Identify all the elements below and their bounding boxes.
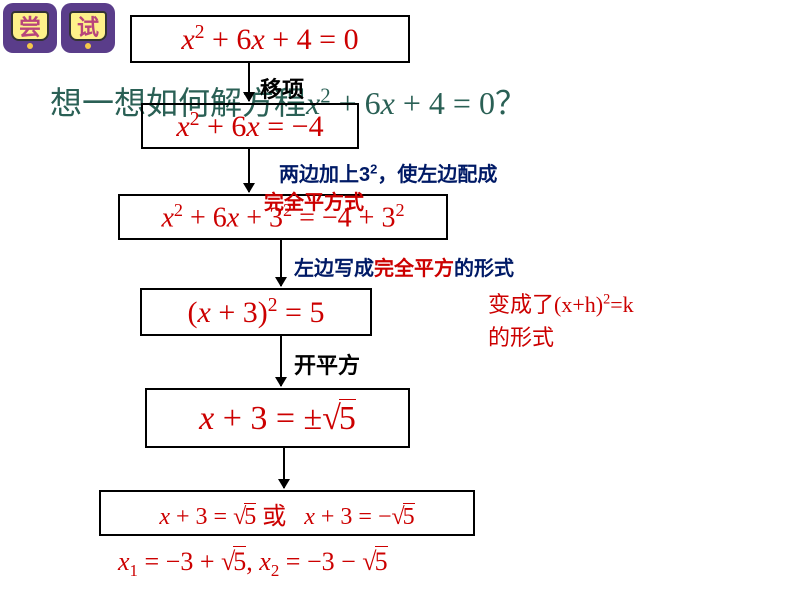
icon-dot-2 bbox=[85, 43, 91, 49]
label-write-form: 左边写成完全平方的形式 bbox=[294, 252, 514, 281]
final-answer: x1 = −3 + √5, x2 = −3 − √5 bbox=[118, 546, 388, 581]
icon-dot-1 bbox=[27, 43, 33, 49]
label-perfect-square-2: 完全平方 bbox=[374, 258, 454, 280]
equation-box-5: x + 3 = ±√5 bbox=[145, 388, 410, 448]
arrow-1 bbox=[248, 63, 250, 101]
icon-char-2: 试 bbox=[77, 10, 99, 42]
equation-box-4: (x + 3)2 = 5 bbox=[140, 288, 372, 336]
eq4: (x + 3)2 = 5 bbox=[188, 295, 325, 330]
eq6: x + 3 = √5 或 x + 3 = −√5 bbox=[159, 496, 414, 531]
side-note: 变成了(x+h)2=k 的形式 bbox=[488, 288, 634, 354]
equation-box-2: x2 + 6x = −4 bbox=[141, 103, 359, 149]
label-sqrt: 开平方 bbox=[294, 348, 360, 380]
arrow-4 bbox=[280, 336, 282, 386]
eq2: x2 + 6x = −4 bbox=[176, 109, 323, 144]
icon-block-2: 试 bbox=[61, 3, 115, 53]
icon-block-1: 尝 bbox=[3, 3, 57, 53]
label-perfect-square-1: 完全平方式 bbox=[264, 186, 364, 215]
equation-box-6: x + 3 = √5 或 x + 3 = −√5 bbox=[99, 490, 475, 536]
arrow-3 bbox=[280, 240, 282, 286]
icon-char-1: 尝 bbox=[19, 10, 41, 42]
label-add-both-sides: 两边加上32，使左边配成完全平方式 bbox=[279, 158, 497, 187]
question-suffix: ？ bbox=[495, 85, 527, 121]
header-icons: 尝 试 bbox=[3, 3, 115, 53]
eq5: x + 3 = ±√5 bbox=[199, 399, 356, 438]
arrow-5 bbox=[283, 448, 285, 488]
arrow-2 bbox=[248, 149, 250, 192]
equation-box-1: x2 + 6x + 4 = 0 bbox=[130, 15, 410, 63]
eq1: x2 + 6x + 4 = 0 bbox=[181, 22, 358, 57]
label-move-term: 移项 bbox=[260, 72, 304, 104]
